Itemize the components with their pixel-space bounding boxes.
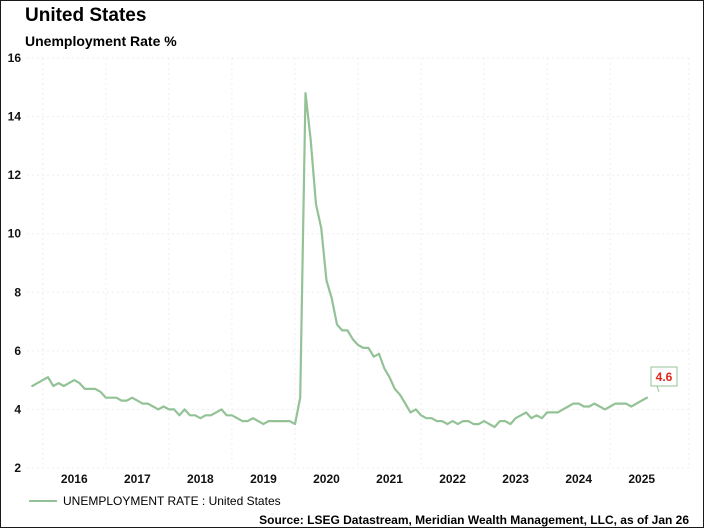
x-tick-label: 2021 [376, 472, 403, 486]
source-note: Source: LSEG Datastream, Meridian Wealth… [259, 513, 689, 527]
x-tick-label: 2023 [502, 472, 529, 486]
x-tick-label: 2024 [565, 472, 592, 486]
x-tick-label: 2020 [313, 472, 340, 486]
series-line [31, 92, 649, 429]
y-tick-label: 10 [8, 227, 22, 241]
y-axis-ticks: 2 4 6 8 10 12 14 16 [8, 51, 22, 475]
y-tick-label: 12 [8, 168, 22, 182]
y-tick-label: 4 [14, 402, 21, 416]
x-tick-label: 2025 [628, 472, 655, 486]
legend-label: UNEMPLOYMENT RATE : United States [63, 494, 281, 508]
y-tick-label: 16 [8, 51, 22, 65]
grid-lines [27, 57, 690, 469]
y-tick-label: 6 [14, 344, 21, 358]
chart-title: United States [25, 5, 147, 26]
x-tick-label: 2018 [187, 472, 214, 486]
x-tick-label: 2016 [61, 472, 88, 486]
y-tick-label: 2 [14, 461, 21, 475]
callout-value: 4.6 [656, 370, 673, 384]
x-tick-label: 2017 [124, 472, 151, 486]
legend: UNEMPLOYMENT RATE : United States [29, 494, 281, 508]
chart-subtitle: Unemployment Rate % [25, 33, 177, 49]
y-tick-label: 14 [8, 110, 22, 124]
callout-leader [656, 385, 660, 392]
x-axis-ticks: 2016 2017 2018 2019 2020 2021 2022 2023 2024 2025 [61, 472, 655, 486]
series-layer [31, 92, 649, 429]
legend-swatch [29, 500, 57, 502]
y-tick-label: 8 [14, 285, 21, 299]
x-tick-label: 2022 [439, 472, 466, 486]
callout-box [650, 366, 678, 387]
last-value-callout: 4.6 [650, 366, 678, 392]
x-tick-label: 2019 [250, 472, 277, 486]
